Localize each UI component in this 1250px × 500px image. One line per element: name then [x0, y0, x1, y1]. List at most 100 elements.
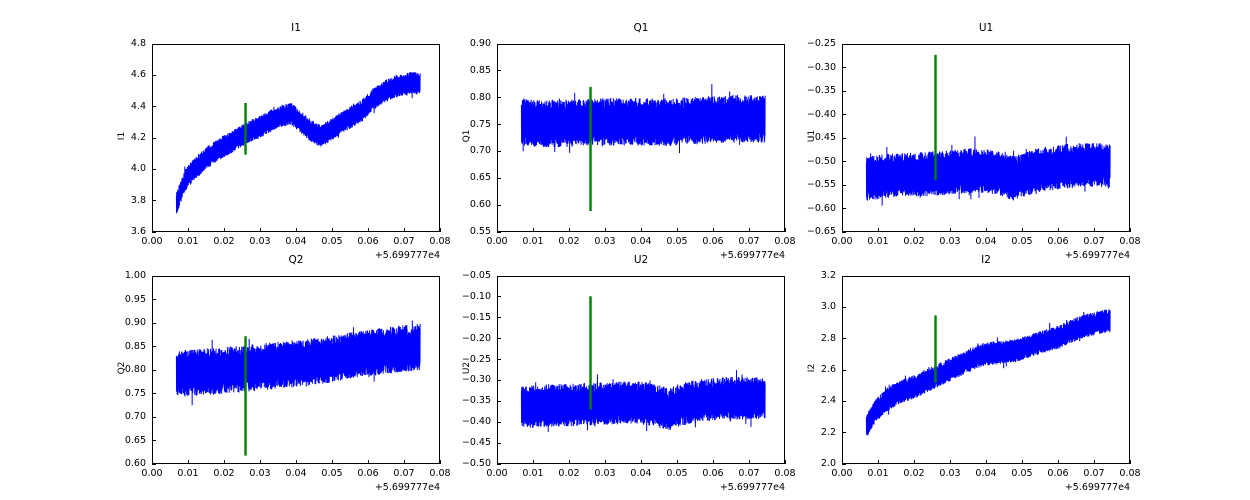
- panel-title: I1: [291, 22, 301, 34]
- y-tick-label: −0.30: [806, 61, 836, 73]
- x-tick-label: 0.08: [774, 468, 796, 479]
- x-tickmark: [604, 460, 606, 464]
- x-tickmark: [331, 460, 333, 464]
- x-tick-label: 0.07: [393, 236, 415, 247]
- x-tickmark: [259, 460, 261, 464]
- y-tick-label: −0.10: [461, 290, 491, 302]
- y-tick-label: −0.35: [806, 85, 836, 96]
- x-tick-label: 0.00: [831, 236, 853, 247]
- x-tick-label: 0.02: [558, 236, 580, 247]
- data-series-layer: [175, 320, 421, 456]
- y-tickmark: [152, 200, 156, 202]
- y-tick-label: −0.65: [806, 226, 836, 237]
- x-tick-label: 0.02: [558, 468, 580, 479]
- y-tickmark: [842, 137, 846, 139]
- x-tickmark: [985, 460, 987, 464]
- y-tickmark: [497, 379, 501, 381]
- x-tick-label: 0.06: [357, 236, 379, 247]
- x-tick-label: 0.07: [738, 468, 760, 479]
- y-tickmark: [152, 106, 156, 108]
- y-tickmark: [497, 359, 501, 361]
- x-tickmark: [568, 460, 570, 464]
- panel-title: Q1: [633, 22, 649, 34]
- x-tickmark: [295, 460, 297, 464]
- plot-area: [842, 44, 1130, 232]
- x-tick-label: 0.04: [975, 468, 997, 479]
- y-tickmark: [842, 369, 846, 371]
- y-tickmark: [842, 67, 846, 68]
- y-tickmark: [152, 299, 156, 300]
- y-tickmark: [842, 463, 846, 465]
- x-tickmark: [640, 228, 642, 232]
- y-tickmark: [842, 231, 846, 233]
- y-tick-label: 2.6: [820, 364, 836, 375]
- panel-title: I2: [981, 254, 991, 266]
- y-tickmark: [497, 231, 501, 233]
- data-series-layer: [865, 54, 1111, 206]
- x-tickmark: [1057, 228, 1059, 232]
- x-tick-label: 0.07: [1083, 236, 1105, 247]
- y-tickmark: [497, 43, 501, 45]
- x-tick-label: 0.01: [867, 236, 889, 247]
- y-tickmark: [842, 275, 846, 277]
- x-axis-offset-text: +5.699777e4: [719, 250, 785, 261]
- y-tickmark: [497, 338, 501, 340]
- y-tickmark: [152, 463, 156, 465]
- y-tick-label: 2.2: [820, 426, 836, 438]
- y-tickmark: [497, 442, 501, 444]
- y-tickmark: [152, 43, 156, 45]
- x-tickmark: [748, 460, 750, 464]
- x-tickmark: [1129, 228, 1131, 232]
- y-tick-label: −0.45: [461, 437, 491, 449]
- x-tick-label: 0.04: [285, 236, 307, 247]
- y-tickmark: [152, 231, 156, 233]
- y-tickmark: [497, 70, 501, 72]
- y-tickmark: [842, 114, 846, 115]
- x-tick-label: 0.05: [666, 468, 688, 479]
- y-tick-label: 0.80: [469, 91, 491, 103]
- panel-title: U2: [633, 254, 649, 266]
- y-tickmark: [842, 432, 846, 434]
- x-tickmark: [259, 228, 261, 232]
- x-tickmark: [712, 228, 714, 232]
- x-axis-offset-text: +5.699777e4: [719, 482, 785, 493]
- y-tick-label: −0.50: [461, 458, 491, 469]
- x-tick-label: 0.00: [486, 468, 508, 479]
- y-tick-label: 1.00: [124, 270, 146, 281]
- data-series-layer: [520, 296, 766, 432]
- y-tick-label: 0.70: [124, 411, 146, 422]
- y-tickmark: [497, 204, 501, 206]
- y-tick-label: 4.6: [130, 69, 146, 81]
- plot-area: [152, 276, 440, 464]
- x-tick-label: 0.06: [1047, 236, 1069, 247]
- y-tickmark: [497, 150, 501, 152]
- x-tickmark: [367, 228, 369, 232]
- x-tickmark: [913, 460, 915, 464]
- y-tickmark: [842, 306, 846, 308]
- y-tickmark: [842, 90, 846, 92]
- y-tick-label: 0.65: [124, 434, 146, 446]
- x-tick-label: 0.04: [975, 236, 997, 247]
- signal-trace: [520, 370, 766, 432]
- y-tickmark: [152, 137, 156, 139]
- x-tickmark: [913, 228, 915, 232]
- x-tick-label: 0.08: [1119, 236, 1141, 247]
- y-tick-label: 3.2: [820, 270, 836, 281]
- x-tick-label: 0.00: [486, 236, 508, 247]
- x-tickmark: [532, 460, 534, 464]
- panel-title: U1: [978, 22, 994, 34]
- y-tickmark: [152, 168, 156, 170]
- y-tick-label: 2.0: [820, 458, 836, 469]
- x-tick-label: 0.08: [429, 468, 451, 479]
- x-tick-label: 0.07: [738, 236, 760, 247]
- y-tickmark: [497, 317, 501, 319]
- y-tick-label: 0.85: [469, 64, 491, 76]
- x-tickmark: [949, 228, 951, 232]
- x-tick-label: 0.03: [594, 236, 616, 247]
- plot-area: [497, 44, 785, 232]
- x-tickmark: [640, 460, 642, 464]
- y-tick-label: −0.20: [461, 332, 491, 344]
- x-tick-label: 0.03: [249, 468, 271, 479]
